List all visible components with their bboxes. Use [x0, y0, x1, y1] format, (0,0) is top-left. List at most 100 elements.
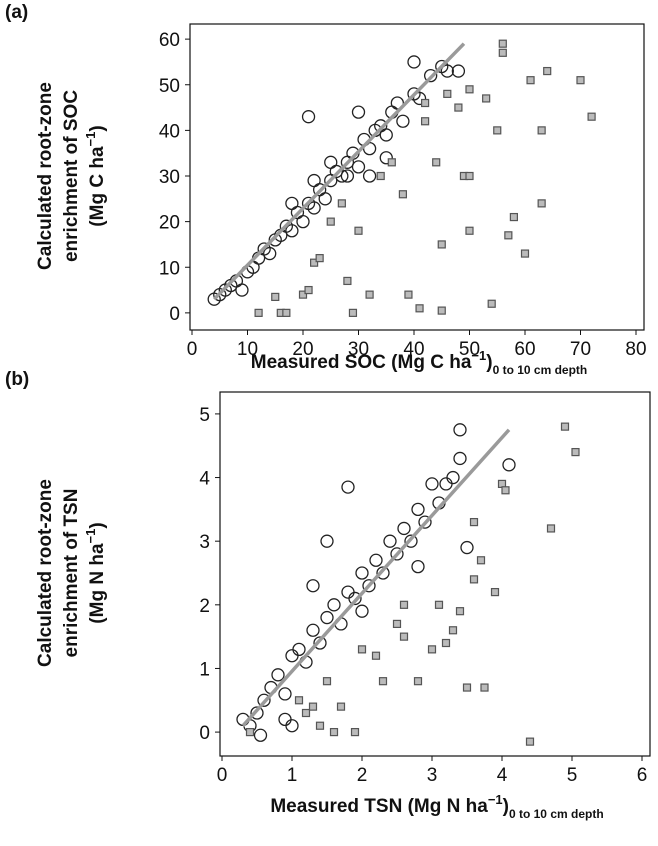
square-point	[437, 306, 446, 315]
x-label-end: )	[486, 352, 492, 373]
circle-point	[418, 515, 432, 529]
square-point	[371, 651, 381, 660]
square-point	[399, 632, 409, 641]
y-tick-label: 3	[199, 532, 210, 553]
square-point	[520, 249, 530, 258]
circle-point	[351, 105, 366, 119]
y-label-sup: −1	[83, 529, 98, 544]
square-point	[310, 258, 319, 267]
circle-point	[320, 610, 334, 625]
circle-point	[451, 64, 466, 78]
x-tick-label: 80	[625, 339, 646, 360]
x-axis-label: Measured SOC (Mg C ha−1)0 to 10 cm depth	[251, 348, 588, 377]
square-point	[301, 708, 311, 718]
circle-point	[390, 547, 404, 561]
circle-point	[460, 540, 474, 555]
circle-point	[278, 712, 292, 727]
circle-point	[306, 623, 320, 637]
circle-point	[285, 196, 299, 211]
circle-point	[285, 224, 299, 238]
y-tick-label: 4	[199, 469, 210, 490]
circle-point	[257, 693, 271, 707]
square-point	[537, 199, 546, 208]
y-label-text: Calculated root-zone	[35, 82, 56, 270]
square-point	[432, 158, 441, 167]
square-point	[476, 556, 486, 565]
x-label-text: Measured SOC (Mg C ha	[251, 352, 472, 373]
square-point	[571, 447, 580, 457]
circle-point	[235, 283, 249, 297]
fit-line	[212, 42, 466, 301]
square-point	[465, 226, 474, 235]
circle-point	[439, 477, 453, 491]
square-point	[576, 76, 585, 85]
square-point	[498, 48, 507, 57]
square-point	[336, 702, 346, 711]
square-point	[357, 645, 367, 654]
circle-point	[292, 642, 306, 657]
square-point	[343, 276, 352, 286]
circle-point	[250, 706, 264, 720]
square-point	[469, 575, 479, 584]
x-axis-label: Measured TSN (Mg N ha−1)0 to 10 cm depth	[270, 792, 603, 821]
y-tick-label: 0	[199, 723, 210, 744]
square-point	[454, 103, 463, 112]
square-point	[282, 308, 291, 317]
circle-point	[379, 151, 393, 165]
square-point	[315, 254, 324, 263]
y-label-line: (Mg N ha−1)	[83, 522, 108, 623]
circle-point	[348, 591, 362, 606]
circle-point	[285, 649, 299, 663]
circle-point	[362, 169, 377, 183]
x-tick-label: 60	[514, 339, 535, 360]
circle-point	[379, 128, 393, 142]
y-tick-label: 40	[159, 121, 180, 142]
circle-point	[423, 68, 438, 83]
circle-point	[313, 636, 327, 650]
circle-point	[411, 502, 425, 517]
x-tick-label: 5	[567, 765, 578, 786]
x-tick-label: 1	[287, 765, 298, 786]
square-point	[546, 524, 556, 533]
square-point	[448, 626, 458, 635]
circle-point	[396, 114, 410, 128]
circle-point	[355, 566, 369, 580]
square-point	[404, 290, 413, 299]
square-point	[443, 89, 452, 98]
circle-point	[411, 559, 425, 574]
y-tick-label: 60	[159, 30, 180, 51]
y-label-line: enrichment of SOC	[61, 90, 82, 262]
square-point	[399, 600, 409, 609]
y-label-end: )	[87, 125, 108, 131]
square-point	[537, 126, 546, 135]
circle-point	[383, 534, 397, 548]
circle-point	[307, 201, 321, 215]
square-point	[509, 212, 518, 222]
circle-point	[341, 585, 355, 599]
circle-point	[341, 480, 355, 494]
circle-point	[440, 64, 454, 78]
square-point	[434, 600, 444, 609]
circle-point	[502, 458, 516, 472]
square-point	[365, 290, 374, 299]
square-point	[348, 308, 358, 317]
square-point	[526, 76, 535, 85]
x-tick-label: 6	[637, 765, 648, 786]
y-label-line: Calculated root-zone	[35, 479, 56, 667]
square-point	[441, 638, 451, 648]
y-tick-label: 5	[199, 405, 210, 426]
y-tick-label: 30	[159, 167, 180, 188]
square-point	[437, 240, 446, 249]
square-point	[413, 677, 423, 686]
square-point	[587, 112, 596, 121]
square-point	[350, 727, 360, 737]
circle-point	[351, 160, 366, 174]
panel-label: (a)	[5, 2, 28, 23]
y-axis-label: Calculated root-zone enrichment of SOC (Mg…	[35, 82, 108, 270]
square-point	[462, 683, 472, 692]
circle-point	[453, 451, 467, 466]
square-point	[294, 696, 304, 705]
plot-frame	[189, 23, 645, 331]
y-tick-label: 1	[199, 659, 210, 680]
